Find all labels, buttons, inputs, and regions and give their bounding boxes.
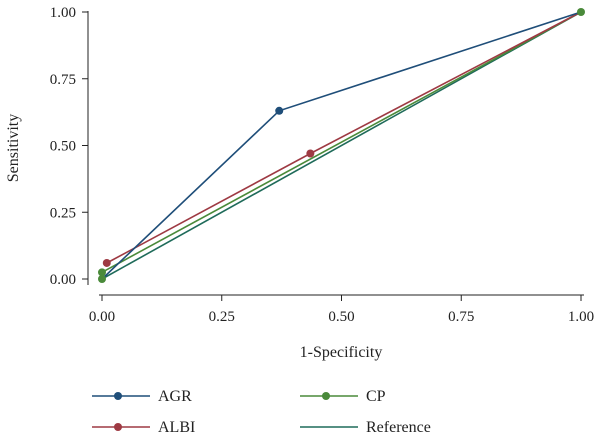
y-tick-label: 0.50: [50, 139, 76, 155]
legend-marker: [114, 423, 122, 431]
series-line-cp: [101, 11, 582, 274]
legend-label: ALBI: [158, 419, 195, 436]
x-tick-label: 0.75: [448, 309, 474, 325]
marker-cp: [98, 275, 106, 283]
x-ticks: 0.00 0.25 0.50 0.75 1.00: [89, 295, 594, 325]
x-tick-label: 1.00: [568, 309, 594, 325]
legend: AGR ALBI CP Reference: [92, 388, 431, 436]
legend-marker: [114, 392, 122, 400]
series-markers: [98, 8, 585, 283]
x-tick-label: 0.50: [328, 309, 354, 325]
legend-item-cp: CP: [300, 388, 386, 405]
y-ticks: 0.00 0.25 0.50 0.75 1.00: [50, 5, 88, 288]
x-tick-label: 0.25: [209, 309, 235, 325]
series-line-albi: [106, 11, 582, 264]
legend-item-albi: ALBI: [92, 419, 195, 436]
y-tick-label: 1.00: [50, 5, 76, 21]
x-tick-label: 0.00: [89, 309, 115, 325]
legend-label: Reference: [366, 419, 431, 436]
marker-albi: [306, 149, 315, 158]
x-axis-title: 1-Specificity: [300, 344, 383, 361]
legend-label: CP: [366, 388, 386, 405]
y-axis-title: Sensitivity: [5, 114, 22, 182]
marker-cp: [98, 268, 106, 277]
series-line-reference: [101, 11, 582, 280]
y-tick-label: 0.25: [50, 205, 76, 221]
legend-label: AGR: [158, 388, 192, 405]
series-lines: [101, 11, 582, 280]
marker-agr: [275, 106, 284, 115]
axes: [87, 11, 584, 296]
legend-item-agr: AGR: [92, 388, 192, 405]
marker-reference: [577, 8, 585, 16]
y-tick-label: 0.00: [50, 272, 76, 288]
legend-marker: [322, 392, 330, 400]
marker-albi: [102, 258, 111, 267]
legend-item-reference: Reference: [300, 419, 431, 436]
y-tick-label: 0.75: [50, 72, 76, 88]
